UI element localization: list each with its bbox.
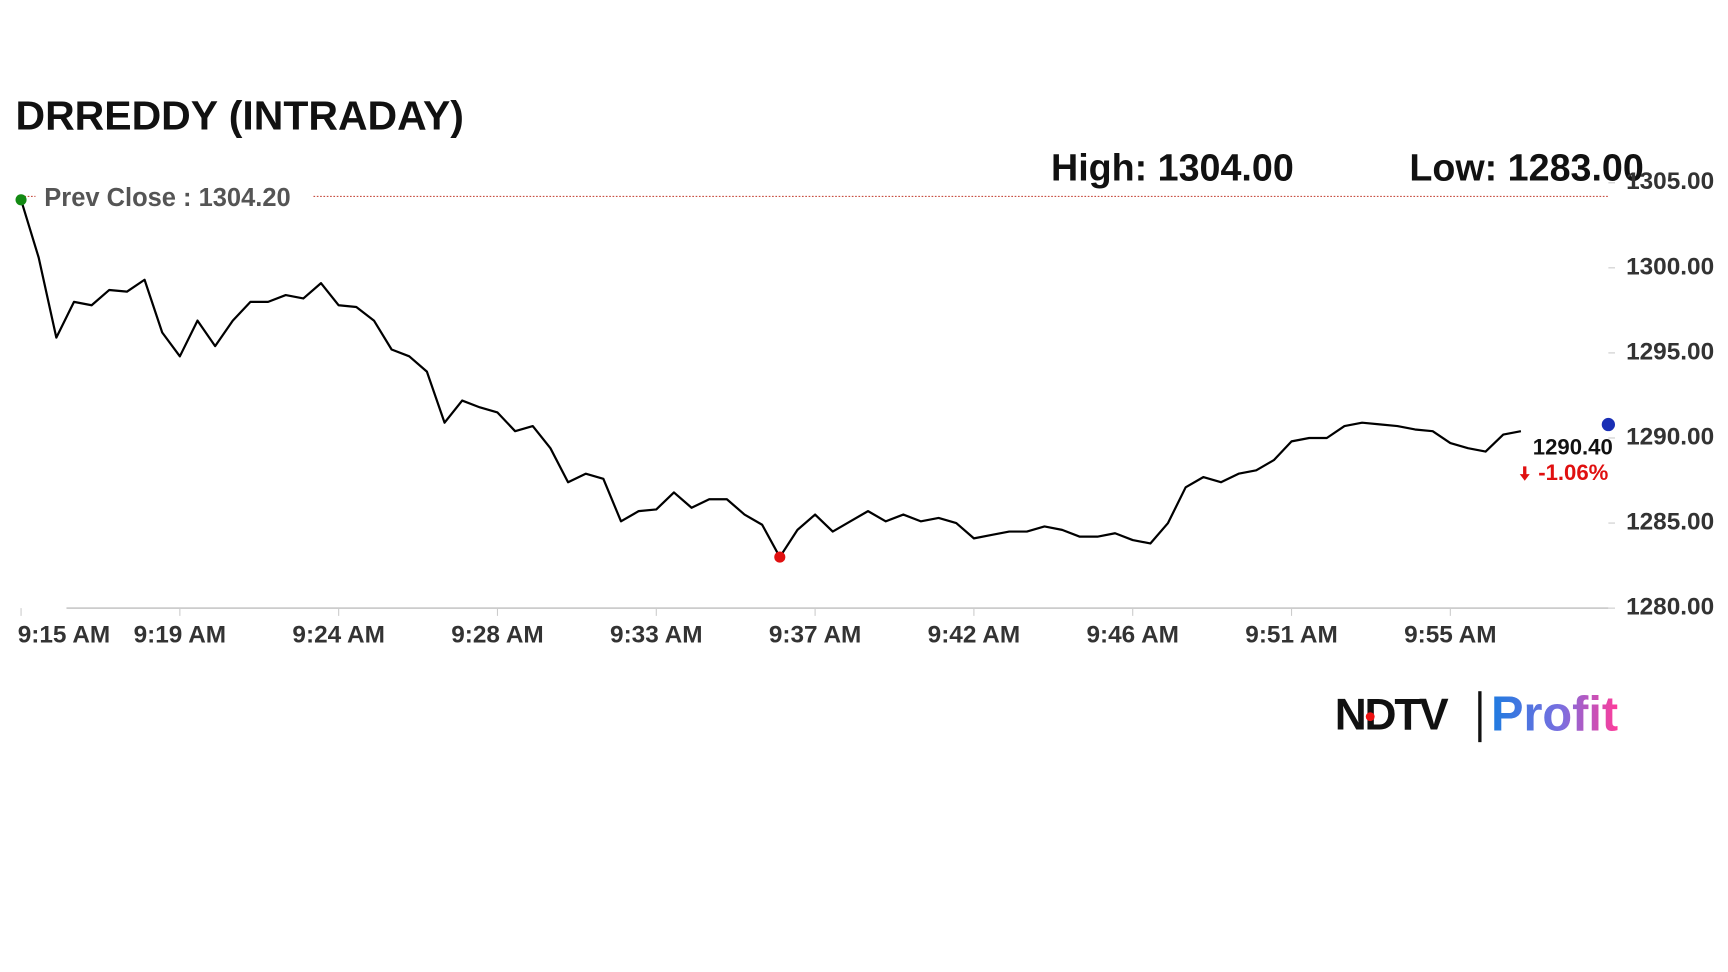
low-dot (774, 551, 786, 563)
x-tick-label: 9:19 AM (134, 621, 227, 648)
chart-title: DRREDDY (INTRADAY) (16, 92, 464, 138)
logo-ndtv: NDTV (1335, 690, 1449, 739)
y-tick-label: 1280.00 (1626, 594, 1714, 621)
y-tick-label: 1295.00 (1626, 338, 1714, 365)
x-tick-label: 9:46 AM (1086, 621, 1179, 648)
x-tick-label: 9:55 AM (1404, 621, 1497, 648)
logo-dot (1365, 712, 1375, 722)
open-dot (15, 194, 27, 206)
y-tick-label: 1290.00 (1626, 423, 1714, 450)
logo-profit: Profit (1491, 688, 1618, 742)
y-tick-label: 1300.00 (1626, 253, 1714, 280)
x-tick-label: 9:24 AM (292, 621, 385, 648)
down-arrow (1519, 466, 1530, 481)
y-tick-label: 1285.00 (1626, 508, 1714, 535)
x-tick-label: 9:51 AM (1245, 621, 1338, 648)
x-tick-label: 9:42 AM (928, 621, 1021, 648)
price-line (19, 199, 1522, 559)
last-label: 1290.40 (1533, 434, 1613, 459)
y-tick-label: 1305.00 (1626, 168, 1714, 195)
x-tick-label: 9:37 AM (769, 621, 862, 648)
low-label: Low: 1283.00 (1409, 147, 1643, 189)
high-label: High: 1304.00 (1051, 147, 1294, 189)
change-label: -1.06% (1538, 460, 1608, 485)
x-tick-label: 9:15 AM (18, 621, 111, 648)
x-tick-label: 9:28 AM (451, 621, 544, 648)
last-dot (1601, 417, 1616, 432)
prev-close-label: Prev Close : 1304.20 (44, 184, 290, 212)
x-tick-label: 9:33 AM (610, 621, 703, 648)
plot: 1280.00 1285.00 1290.00 1295.00 1300.00 1305.… (15, 168, 1714, 648)
